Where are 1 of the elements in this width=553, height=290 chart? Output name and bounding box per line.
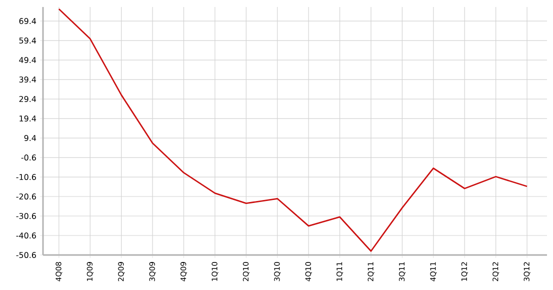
line-series — [58, 8, 528, 252]
